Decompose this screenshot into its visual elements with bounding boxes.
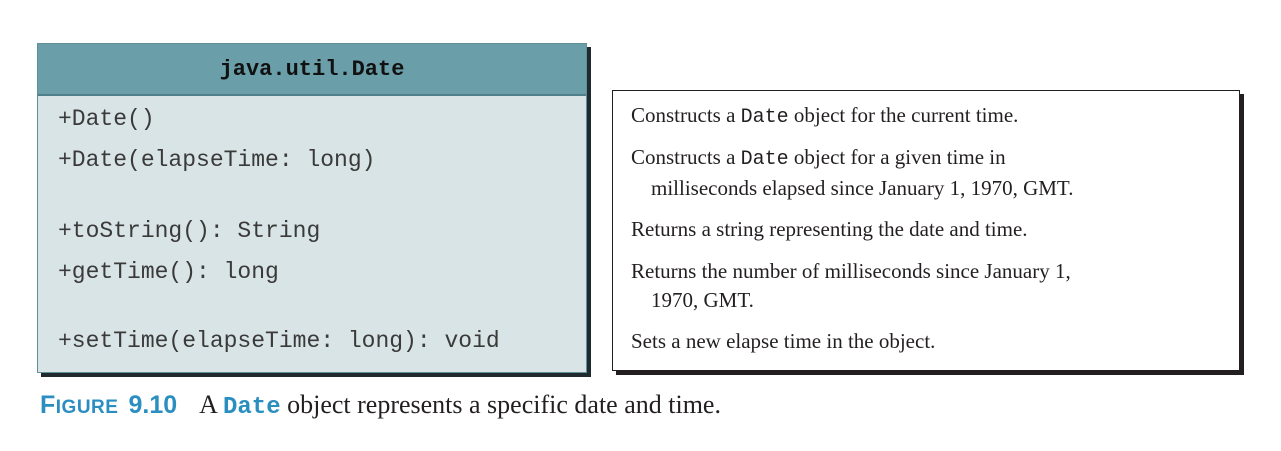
description-text: object for the current time. <box>788 103 1019 127</box>
description-text: Constructs a <box>631 103 741 127</box>
uml-class-box: java.util.Date +Date() +Date(elapseTime:… <box>37 43 587 373</box>
description-text: Constructs a <box>631 145 741 169</box>
description-code: Date <box>740 148 789 171</box>
uml-member-constructor-elapse: +Date(elapseTime: long) <box>58 147 376 173</box>
description-row: Constructs a Date object for the current… <box>631 101 1018 132</box>
uml-member-settime: +setTime(elapseTime: long): void <box>58 328 500 354</box>
description-box: Constructs a Date object for the current… <box>612 90 1240 371</box>
uml-member-constructor-default: +Date() <box>58 106 155 132</box>
caption-rest: object represents a specific date and ti… <box>280 390 721 419</box>
description-row: Sets a new elapse time in the object. <box>631 327 935 356</box>
description-text: object for a given time in <box>788 145 1006 169</box>
description-row: Returns a string representing the date a… <box>631 215 1028 244</box>
figure-number: 9.10 <box>128 391 178 419</box>
figure-label-initial: F <box>40 391 56 419</box>
uml-member-gettime: +getTime(): long <box>58 259 279 285</box>
figure-caption: FIGURE 9.10 A Date object represents a spe… <box>40 390 721 421</box>
caption-prefix: A <box>199 390 223 419</box>
description-row: Constructs a Date object for a given tim… <box>631 143 1073 203</box>
description-text: Returns a string representing the date a… <box>631 217 1028 241</box>
figure-label: FIGURE <box>40 391 118 419</box>
uml-class-name: java.util.Date <box>38 44 586 96</box>
description-text: Returns the number of milliseconds since… <box>631 259 1071 283</box>
uml-member-tostring: +toString(): String <box>58 218 321 244</box>
description-text: Sets a new elapse time in the object. <box>631 329 936 353</box>
description-continuation: 1970, GMT. <box>651 288 754 312</box>
caption-code: Date <box>222 394 281 421</box>
description-code: Date <box>740 106 789 129</box>
description-continuation: milliseconds elapsed since January 1, 19… <box>651 176 1074 200</box>
description-row: Returns the number of milliseconds since… <box>631 257 1071 315</box>
figure-label-rest: IGURE <box>55 397 119 418</box>
